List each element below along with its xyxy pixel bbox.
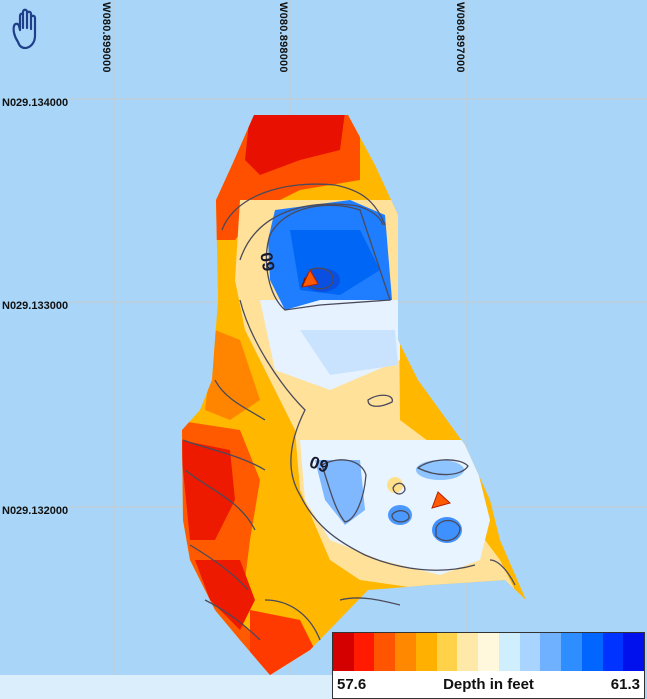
legend-swatch — [561, 633, 582, 671]
flag-marker[interactable] — [431, 491, 452, 509]
legend-swatch — [602, 633, 624, 671]
contour-label: 60 — [257, 251, 279, 273]
legend-swatch — [623, 633, 645, 671]
legend-swatch — [498, 633, 520, 671]
latitude-label: N029.132000 — [0, 505, 71, 517]
longitude-label: W080.897000 — [454, 2, 466, 73]
legend-swatch — [395, 633, 416, 671]
legend-swatch — [374, 633, 396, 671]
map-bottom-strip — [0, 675, 332, 699]
legend-title: Depth in feet — [443, 676, 534, 693]
hand-icon — [12, 8, 37, 50]
contour-labels: 60 60 — [257, 251, 331, 476]
contour-lines — [182, 183, 516, 641]
legend-max: 61.3 — [610, 676, 640, 693]
legend-swatch — [333, 633, 354, 671]
latitude-label: N029.134000 — [0, 97, 71, 109]
legend-color-scale — [333, 633, 645, 671]
longitude-label: W080.898000 — [277, 2, 289, 73]
legend-swatch — [436, 633, 458, 671]
legend-swatch — [581, 633, 603, 671]
legend-swatch — [540, 633, 562, 671]
latitude-label: N029.133000 — [0, 300, 71, 312]
survey-area — [182, 115, 526, 675]
legend-swatch — [415, 633, 437, 671]
hand-tool-button[interactable] — [8, 6, 48, 52]
flag-marker[interactable] — [301, 268, 319, 288]
legend-swatch — [478, 633, 499, 671]
legend-swatch — [353, 633, 375, 671]
longitude-label: W080.899000 — [100, 2, 112, 73]
legend-swatch — [457, 633, 479, 671]
legend-min: 57.6 — [337, 676, 367, 693]
depth-legend: 57.6 Depth in feet 61.3 — [332, 632, 645, 699]
legend-swatch — [519, 633, 541, 671]
